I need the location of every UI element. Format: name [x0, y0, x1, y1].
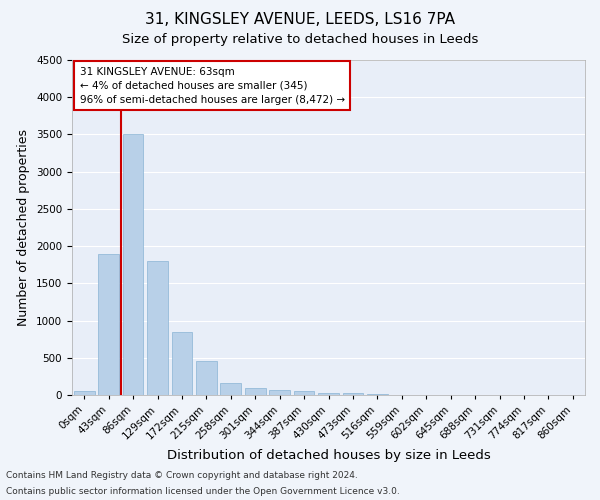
- Text: Contains public sector information licensed under the Open Government Licence v3: Contains public sector information licen…: [6, 487, 400, 496]
- Bar: [74, 392, 95, 395]
- Bar: [293, 392, 314, 395]
- Bar: [367, 394, 388, 395]
- Text: Contains HM Land Registry data © Crown copyright and database right 2024.: Contains HM Land Registry data © Crown c…: [6, 471, 358, 480]
- Bar: [196, 361, 217, 395]
- X-axis label: Distribution of detached houses by size in Leeds: Distribution of detached houses by size …: [167, 449, 490, 462]
- Bar: [245, 388, 266, 395]
- Bar: [318, 393, 339, 395]
- Text: Size of property relative to detached houses in Leeds: Size of property relative to detached ho…: [122, 32, 478, 46]
- Bar: [98, 254, 119, 395]
- Bar: [147, 261, 168, 395]
- Bar: [172, 332, 193, 395]
- Bar: [122, 134, 143, 395]
- Bar: [220, 383, 241, 395]
- Bar: [269, 390, 290, 395]
- Y-axis label: Number of detached properties: Number of detached properties: [17, 129, 31, 326]
- Bar: [343, 393, 364, 395]
- Text: 31 KINGSLEY AVENUE: 63sqm
← 4% of detached houses are smaller (345)
96% of semi-: 31 KINGSLEY AVENUE: 63sqm ← 4% of detach…: [80, 66, 345, 104]
- Text: 31, KINGSLEY AVENUE, LEEDS, LS16 7PA: 31, KINGSLEY AVENUE, LEEDS, LS16 7PA: [145, 12, 455, 28]
